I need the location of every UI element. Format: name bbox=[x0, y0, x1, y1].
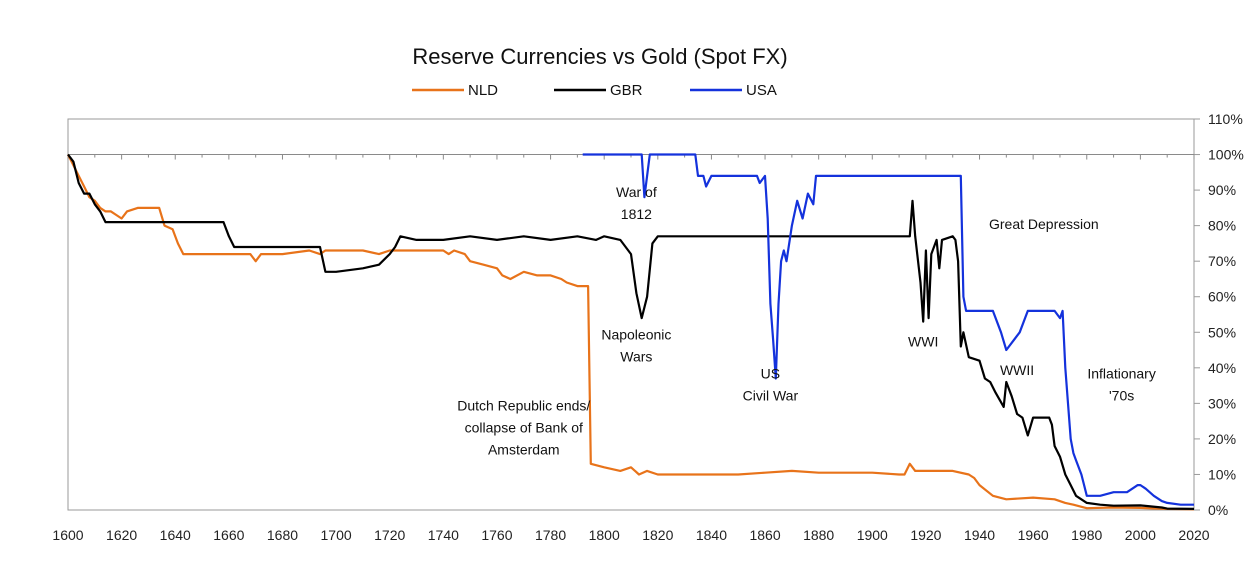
x-tick-label: 1660 bbox=[213, 527, 244, 543]
x-tick-label: 1980 bbox=[1071, 527, 1102, 543]
y-tick-label: 40% bbox=[1208, 360, 1236, 376]
y-tick-label: 10% bbox=[1208, 466, 1236, 482]
x-tick-label: 1920 bbox=[910, 527, 941, 543]
y-tick-label: 80% bbox=[1208, 218, 1236, 234]
x-axis: 1600 1620 1640 1660 1680 1700 1720 1740 1760 1780… bbox=[52, 154, 1210, 543]
series-line-gbr bbox=[67, 153, 1195, 510]
x-tick-label: 1680 bbox=[267, 527, 298, 543]
x-tick-label: 1860 bbox=[749, 527, 780, 543]
annotation-line: collapse of Bank of bbox=[465, 419, 583, 435]
y-tick-label: 30% bbox=[1208, 395, 1236, 411]
series-layer bbox=[67, 153, 1195, 511]
x-tick-label: 1700 bbox=[321, 527, 352, 543]
legend-label-nld: NLD bbox=[468, 82, 498, 99]
annotation: Inflationary '70s bbox=[1087, 365, 1155, 403]
x-tick-label: 1960 bbox=[1018, 527, 1049, 543]
annotation-line: WWII bbox=[1000, 362, 1034, 378]
y-tick-label: 60% bbox=[1208, 289, 1236, 305]
series-line-nld bbox=[67, 154, 1195, 511]
y-tick-label: 70% bbox=[1208, 253, 1236, 269]
y-axis: 0% 10% 20% 30% 40% 50% 60% 70% 80% 90% 100% 110% bbox=[68, 111, 1244, 518]
x-tick-label: 2000 bbox=[1125, 527, 1156, 543]
annotation-line: Wars bbox=[620, 348, 652, 364]
y-tick-label: 110% bbox=[1208, 111, 1243, 127]
y-tick-label: 20% bbox=[1208, 431, 1236, 447]
x-tick-label: 1900 bbox=[857, 527, 888, 543]
annotation-layer: War of 1812 Napoleonic Wars US Civil War Dutch… bbox=[457, 184, 1156, 457]
y-tick-label: 50% bbox=[1208, 324, 1236, 340]
annotation-line: Dutch Republic ends/ bbox=[457, 397, 590, 413]
chart-title: Reserve Currencies vs Gold (Spot FX) bbox=[412, 44, 787, 69]
x-tick-label: 1600 bbox=[52, 527, 83, 543]
x-tick-label: 1620 bbox=[106, 527, 137, 543]
annotation-line: WWI bbox=[908, 333, 938, 349]
annotation-line: Civil War bbox=[743, 387, 799, 403]
x-tick-label: 1740 bbox=[428, 527, 459, 543]
y-tick-label: 0% bbox=[1208, 502, 1228, 518]
legend-label-usa: USA bbox=[746, 82, 777, 99]
legend: NLD GBR USA bbox=[412, 82, 777, 99]
y-tick-label: 100% bbox=[1208, 147, 1244, 163]
annotation-line: War of bbox=[616, 184, 657, 200]
x-tick-label: 1940 bbox=[964, 527, 995, 543]
annotation: Great Depression bbox=[989, 216, 1099, 232]
x-tick-label: 1820 bbox=[642, 527, 673, 543]
series-line-usa bbox=[582, 153, 1194, 506]
annotation-line: Amsterdam bbox=[488, 441, 560, 457]
y-tick-label: 90% bbox=[1208, 182, 1236, 198]
x-tick-label: 2020 bbox=[1178, 527, 1209, 543]
annotation: Napoleonic Wars bbox=[601, 326, 671, 364]
plot-frame bbox=[67, 118, 1195, 511]
annotation: War of 1812 bbox=[616, 184, 657, 222]
annotation-line: Inflationary bbox=[1087, 365, 1155, 381]
annotation-line: 1812 bbox=[621, 206, 652, 222]
annotation: WWII bbox=[1000, 362, 1034, 378]
annotation: WWI bbox=[908, 333, 938, 349]
x-tick-label: 1800 bbox=[589, 527, 620, 543]
x-tick-label: 1880 bbox=[803, 527, 834, 543]
x-tick-label: 1840 bbox=[696, 527, 727, 543]
annotation-line: Napoleonic bbox=[601, 326, 671, 342]
annotation-line: US bbox=[761, 365, 780, 381]
x-tick-label: 1760 bbox=[481, 527, 512, 543]
annotation: Dutch Republic ends/collapse of Bank of A… bbox=[457, 397, 590, 457]
legend-label-gbr: GBR bbox=[610, 82, 643, 99]
x-tick-label: 1780 bbox=[535, 527, 566, 543]
x-tick-label: 1640 bbox=[160, 527, 191, 543]
annotation: US Civil War bbox=[743, 365, 799, 403]
x-tick-label: 1720 bbox=[374, 527, 405, 543]
annotation-line: Great Depression bbox=[989, 216, 1099, 232]
annotation-line: '70s bbox=[1109, 387, 1134, 403]
